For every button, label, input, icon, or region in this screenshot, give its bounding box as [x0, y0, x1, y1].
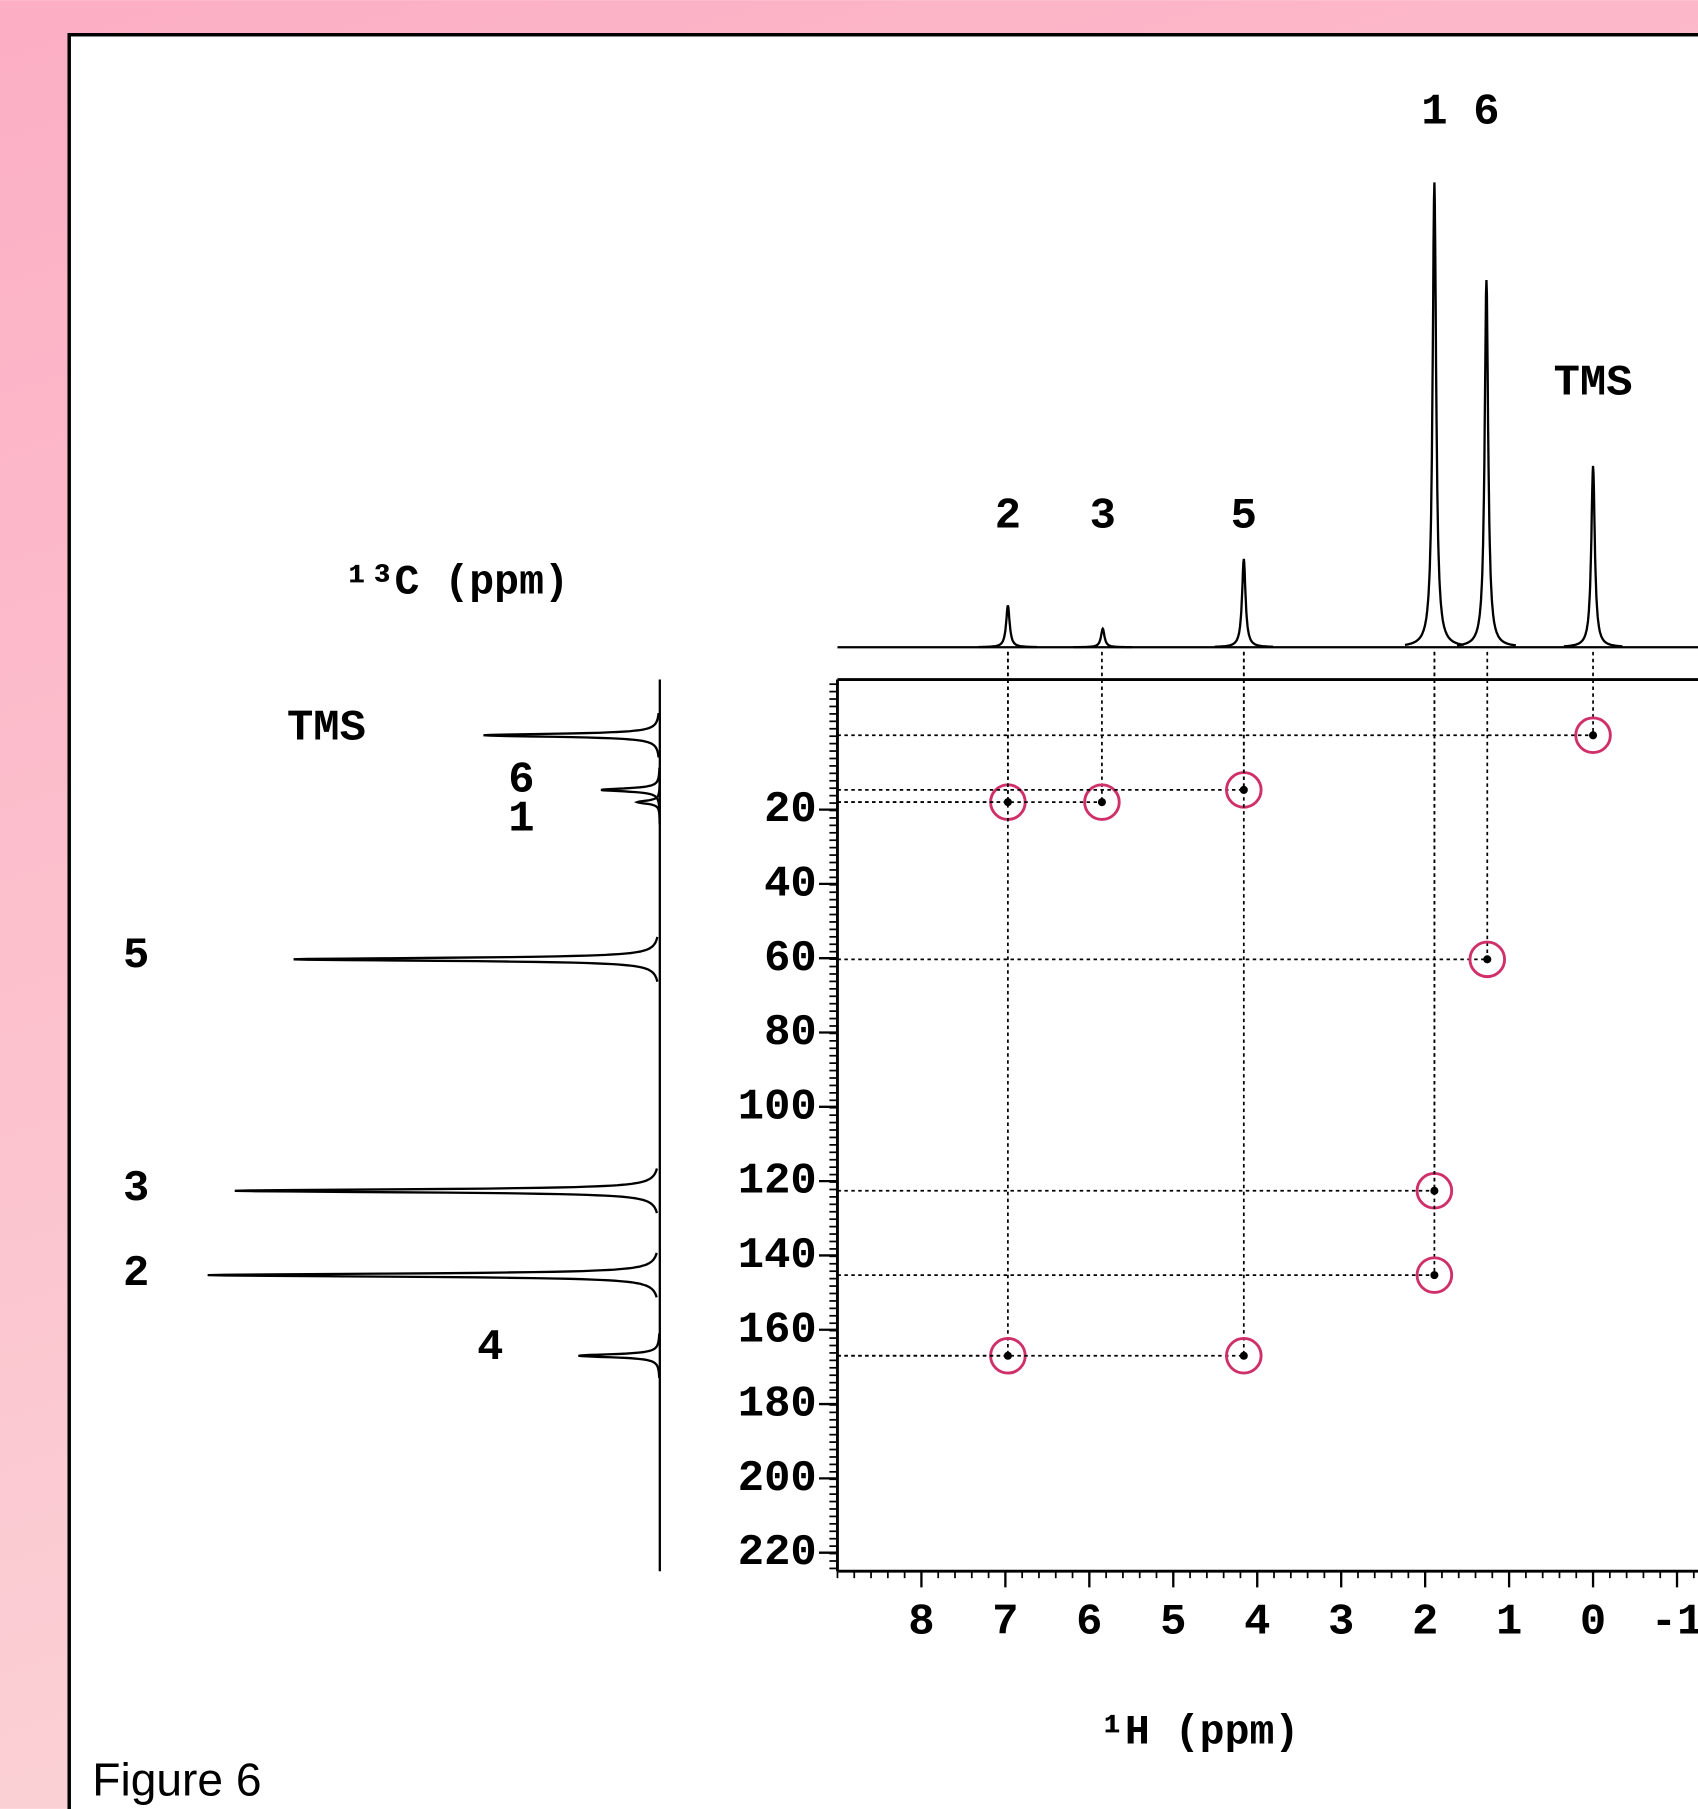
- h-peak-label: 3: [1090, 492, 1116, 541]
- y-axis-title: ¹³C (ppm): [345, 560, 569, 607]
- cross-peak-dot: [1003, 1351, 1012, 1360]
- cross-peak-dot: [1003, 798, 1012, 807]
- c-peak-label: TMS: [287, 705, 366, 754]
- y-tick-label: 100: [738, 1083, 817, 1132]
- y-tick-label: 180: [738, 1381, 817, 1430]
- x-tick-label: 5: [1160, 1599, 1186, 1648]
- x-tick-label: 0: [1580, 1599, 1606, 1648]
- y-tick-label: 160: [738, 1306, 817, 1355]
- cross-peak-dot: [1239, 1351, 1248, 1360]
- c-peak: [293, 936, 659, 982]
- cross-peak-dot: [1483, 955, 1492, 964]
- y-tick-label: 200: [738, 1455, 817, 1504]
- y-tick-label: 20: [764, 786, 817, 835]
- c-peak-label: 6: [508, 756, 534, 805]
- cross-peak-circle: [1468, 940, 1507, 979]
- cross-peak-dot: [1430, 1186, 1439, 1195]
- h-peak-label: 2: [995, 492, 1021, 541]
- y-tick-label: 40: [764, 860, 817, 909]
- cross-peak-circle: [1574, 716, 1612, 755]
- y-tick-label: 120: [738, 1158, 817, 1207]
- panel: [67, 33, 1698, 1809]
- x-axis-title: ¹H (ppm): [1100, 1710, 1299, 1757]
- c-peak: [483, 713, 660, 758]
- h-peak: [1214, 558, 1274, 648]
- c-peak-label: 4: [477, 1324, 503, 1373]
- h-peak-label: 6: [1473, 89, 1499, 138]
- h-peak: [1456, 279, 1517, 647]
- y-tick-label: 140: [738, 1232, 817, 1281]
- y-tick-label: 80: [764, 1009, 817, 1058]
- h-peak: [1073, 626, 1133, 649]
- cross-peak-dot: [1430, 1271, 1439, 1280]
- c-peak: [234, 1168, 659, 1214]
- cross-peak-dot: [1589, 731, 1598, 740]
- y-tick-label: 220: [738, 1529, 817, 1578]
- x-tick-label: 1: [1496, 1599, 1522, 1648]
- caption: Figure 6: [92, 1754, 261, 1806]
- x-tick-label: 6: [1076, 1599, 1102, 1648]
- c-peak-label: 3: [123, 1165, 149, 1214]
- cross-peak-circle: [1083, 783, 1121, 821]
- x-tick-label: 8: [908, 1599, 934, 1648]
- c-peak: [578, 1333, 661, 1379]
- c-peak: [207, 1252, 658, 1298]
- x-tick-label: 7: [992, 1599, 1018, 1648]
- cross-peak-circle: [1225, 1337, 1263, 1375]
- y-tick-label: 60: [764, 935, 817, 984]
- h-peak-label: 1: [1421, 89, 1447, 138]
- cross-peak-dot: [1097, 798, 1106, 807]
- c-peak: [633, 779, 661, 825]
- cross-peak-dot: [1239, 785, 1248, 794]
- c-peak-label: 1: [508, 796, 534, 845]
- c-peak: [600, 767, 661, 813]
- h-peak: [1404, 182, 1465, 647]
- x-tick-label: 2: [1412, 1599, 1438, 1648]
- x-tick-label: -1: [1651, 1599, 1698, 1648]
- h-peak-label: 5: [1231, 492, 1257, 541]
- cross-peak-circle: [1415, 1256, 1454, 1294]
- c-peak-label: 5: [123, 932, 149, 981]
- h-peak-label: TMS: [1554, 360, 1633, 409]
- h-peak: [978, 605, 1038, 649]
- x-tick-label: 4: [1244, 1599, 1270, 1648]
- h-peak: [1563, 465, 1623, 648]
- x-tick-label: 3: [1328, 1599, 1354, 1648]
- c-peak-label: 2: [123, 1250, 149, 1299]
